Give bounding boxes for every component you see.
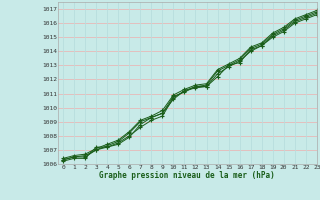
X-axis label: Graphe pression niveau de la mer (hPa): Graphe pression niveau de la mer (hPa) — [99, 171, 275, 180]
